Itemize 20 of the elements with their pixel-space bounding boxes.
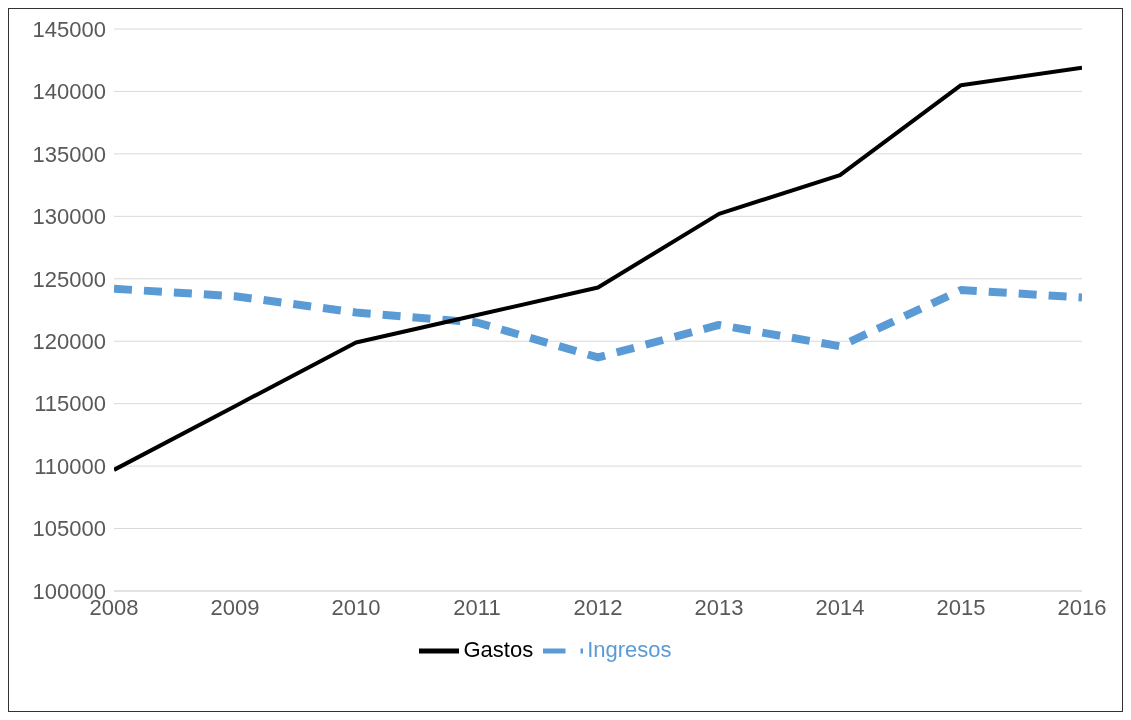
y-tick-label: 145000 — [32, 16, 106, 42]
x-tick-label: 2014 — [815, 594, 865, 620]
x-tick-label: 2010 — [331, 594, 381, 620]
x-tick-label: 2016 — [1057, 594, 1107, 620]
y-tick-label: 140000 — [32, 79, 106, 105]
x-tick-label: 2012 — [573, 594, 623, 620]
x-tick-label: 2009 — [210, 594, 260, 620]
x-tick-label: 2015 — [936, 594, 986, 620]
legend-label: Ingresos — [587, 636, 672, 662]
y-tick-label: 110000 — [34, 453, 106, 479]
y-tick-label: 125000 — [32, 266, 106, 292]
y-tick-label: 115000 — [34, 391, 106, 417]
y-tick-label: 105000 — [32, 516, 106, 542]
x-tick-label: 2013 — [694, 594, 744, 620]
y-tick-label: 130000 — [32, 204, 106, 230]
y-tick-label: 120000 — [32, 329, 106, 355]
line-series — [114, 65, 1082, 472]
legend-label: Gastos — [463, 636, 534, 662]
y-tick-label: 135000 — [32, 141, 106, 167]
x-tick-label: 2011 — [453, 594, 501, 620]
